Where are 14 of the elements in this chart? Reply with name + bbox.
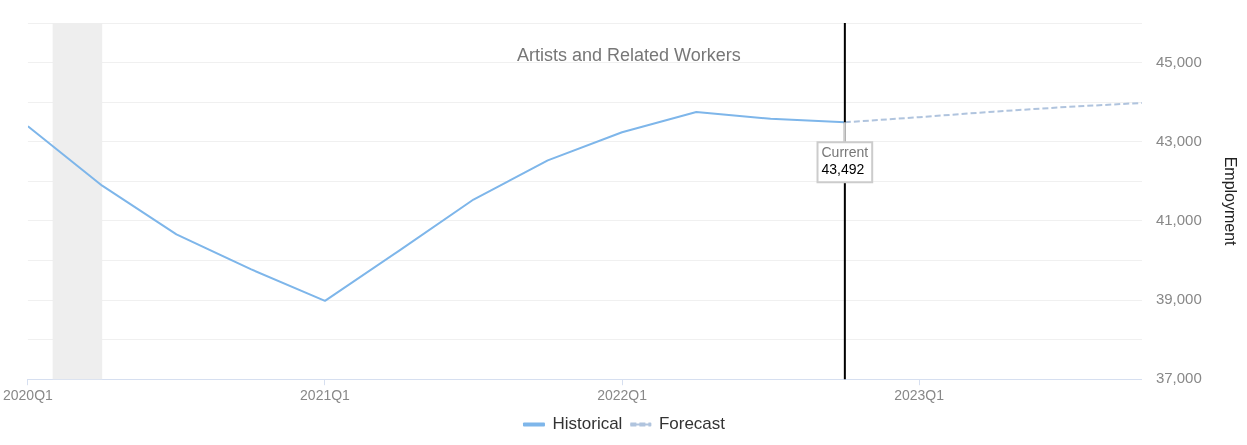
x-tick-label: 2022Q1 <box>597 387 648 404</box>
legend-label: Forecast <box>658 414 726 434</box>
annotation: Current 43,492 <box>821 144 869 178</box>
text: Artists and Related Workers <box>517 44 741 65</box>
y-tick-label: 45,000 <box>1155 52 1202 70</box>
legend-label: Historical <box>552 414 623 434</box>
y-tick-label: 43,000 <box>1155 131 1202 149</box>
y-tick-label: 41,000 <box>1155 211 1202 229</box>
y-tick-label: 37,000 <box>1155 369 1202 387</box>
x-tick-label: 2020Q1 <box>3 387 54 404</box>
y-axis-title: Employment <box>1221 156 1239 247</box>
y-tick-label: 39,000 <box>1155 290 1202 308</box>
x-tick-label: 2021Q1 <box>300 387 351 404</box>
x-tick-label: 2023Q1 <box>894 387 945 404</box>
